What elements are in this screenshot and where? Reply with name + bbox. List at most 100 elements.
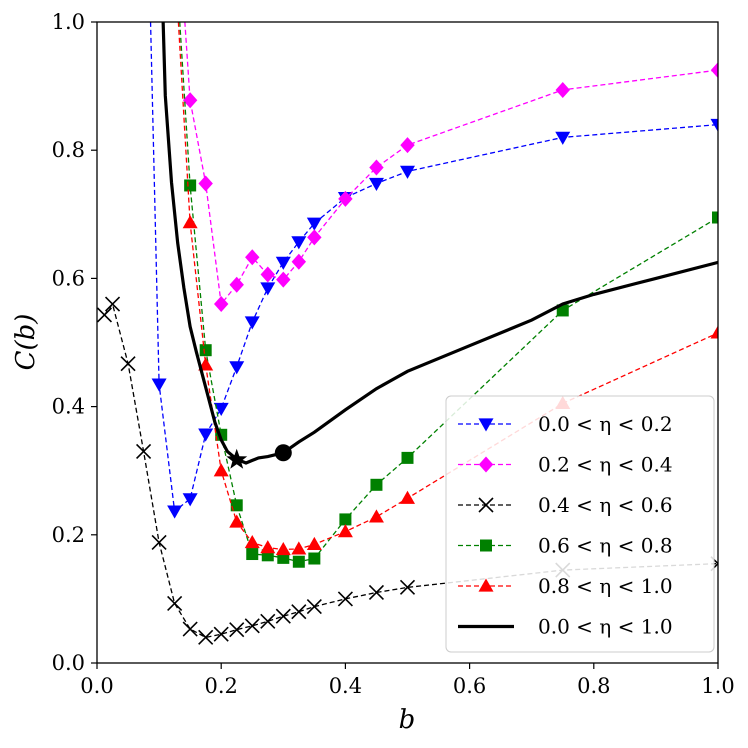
series-layer xyxy=(97,22,718,645)
series-5-point-2 xyxy=(182,215,198,229)
y-tick-label-1: 0.0 xyxy=(52,651,85,675)
series-5-point-13 xyxy=(400,490,415,504)
series-1-point-14 xyxy=(368,177,384,192)
series-1-point-6 xyxy=(213,402,229,417)
series-2 xyxy=(182,22,718,313)
series-3-point-13 xyxy=(275,608,291,624)
series-5-point-8 xyxy=(275,542,291,556)
y-tick-label-4: 0.6 xyxy=(52,266,85,290)
series-1-point-5 xyxy=(198,428,214,442)
series-3-point-15-stroke-b xyxy=(306,599,322,615)
series-3-point-14 xyxy=(291,604,307,620)
x-axis-label: b xyxy=(399,705,416,735)
series-1-point-7 xyxy=(229,361,245,375)
series-3-point-17 xyxy=(368,584,385,601)
series-3-point-15 xyxy=(306,599,322,615)
series-3-point-10-stroke-b xyxy=(229,622,245,638)
series-4-point-3 xyxy=(199,344,212,357)
legend-label-6: 0.0 < η < 1.0 xyxy=(538,615,673,639)
series-3-point-2 xyxy=(104,296,121,312)
series-5-point-7 xyxy=(260,540,276,554)
series-3-point-14-stroke-b xyxy=(291,604,307,620)
series-2-point-14 xyxy=(555,81,570,98)
x-tick-label-1: 0.0 xyxy=(80,674,113,698)
series-5-point-15 xyxy=(710,325,718,339)
series-2-point-5 xyxy=(229,276,244,293)
series-1-point-12 xyxy=(306,217,322,231)
series-2-point-4 xyxy=(214,296,229,313)
series-3 xyxy=(97,296,718,645)
series-2-point-3 xyxy=(198,175,213,192)
series-3-point-6 xyxy=(167,595,183,611)
legend-label-2: 0.2 < η < 0.4 xyxy=(538,453,673,477)
series-2-point-13 xyxy=(400,137,415,154)
series-5-point-6 xyxy=(244,534,260,549)
series-3-point-9 xyxy=(213,626,229,642)
series-1-point-16 xyxy=(555,131,571,145)
series-3-point-6-stroke-b xyxy=(167,595,183,611)
series-2-point-7 xyxy=(260,266,275,283)
series-3-point-9-stroke-b xyxy=(213,626,229,642)
legend-label-4: 0.6 < η < 0.8 xyxy=(538,534,673,558)
series-1-point-10 xyxy=(275,256,291,270)
series-6-line xyxy=(161,22,718,465)
series-2-point-2 xyxy=(182,92,198,109)
series-3-point-17-stroke-b xyxy=(368,584,385,601)
series-4-point-2 xyxy=(184,179,197,192)
series-1-point-4 xyxy=(182,493,198,507)
series-3-point-5 xyxy=(151,534,167,551)
legend-entry-5: 0.8 < η < 1.0 xyxy=(458,574,673,598)
series-5-point-5 xyxy=(229,514,245,528)
series-1-point-3 xyxy=(167,505,183,519)
x-tick-label-3: 0.4 xyxy=(329,674,362,698)
series-4-point-5 xyxy=(230,499,243,512)
y-tick-label-3: 0.4 xyxy=(52,395,85,419)
y-axis-label: C(b) xyxy=(11,314,41,371)
series-3-point-8-stroke-b xyxy=(198,629,214,645)
series-5-point-9 xyxy=(291,541,307,555)
series-3-point-8 xyxy=(198,629,214,645)
series-1 xyxy=(149,22,718,519)
series-4-point-6 xyxy=(246,548,259,561)
legend-entry-4: 0.6 < η < 0.8 xyxy=(458,534,673,558)
plot-frame xyxy=(96,21,719,664)
series-4-point-9 xyxy=(292,555,305,568)
series-1-point-2 xyxy=(151,378,167,392)
series-2-point-12 xyxy=(369,159,384,176)
series-2-point-6 xyxy=(245,249,260,266)
y-tick-label-2: 0.2 xyxy=(52,523,85,547)
series-3-line xyxy=(103,302,718,639)
series-3-point-5-stroke-b xyxy=(151,534,167,551)
series-5-point-4 xyxy=(213,463,229,477)
series-3-point-3 xyxy=(120,356,136,372)
series-2-point-9 xyxy=(291,253,307,270)
series-3-point-13-stroke-b xyxy=(275,608,291,624)
series-1-point-8 xyxy=(244,316,260,330)
legend-marker-3 xyxy=(478,497,494,513)
series-2-point-10 xyxy=(307,229,322,246)
series-3-point-12-stroke-b xyxy=(260,613,276,629)
series-2-point-15 xyxy=(710,62,718,79)
legend-entry-3: 0.4 < η < 0.6 xyxy=(458,493,673,517)
legend-label-5: 0.8 < η < 1.0 xyxy=(538,574,673,598)
legend-box xyxy=(445,395,715,653)
legend-entry-1: 0.0 < η < 0.2 xyxy=(458,412,673,436)
series-3-point-16-stroke-b xyxy=(337,591,353,607)
series-4-point-14 xyxy=(556,304,569,317)
y-tick-label-5: 0.8 xyxy=(52,138,85,162)
series-4-point-13 xyxy=(401,451,414,464)
series-3-point-2-stroke-b xyxy=(104,296,121,312)
circle-marker xyxy=(274,444,292,462)
series-5-point-12 xyxy=(368,509,384,523)
legend-entry-6: 0.0 < η < 1.0 xyxy=(458,615,673,639)
series-5 xyxy=(177,22,718,556)
annotation-layer xyxy=(226,444,292,469)
x-tick-label-2: 0.2 xyxy=(204,674,237,698)
series-3-point-7-stroke-b xyxy=(182,621,198,637)
series-3-point-4-stroke-b xyxy=(136,443,152,460)
legend-marker-1 xyxy=(478,418,494,432)
series-3-point-11-stroke-b xyxy=(244,618,260,634)
series-3-point-3-stroke-b xyxy=(120,356,136,372)
series-5-point-11 xyxy=(337,524,353,538)
